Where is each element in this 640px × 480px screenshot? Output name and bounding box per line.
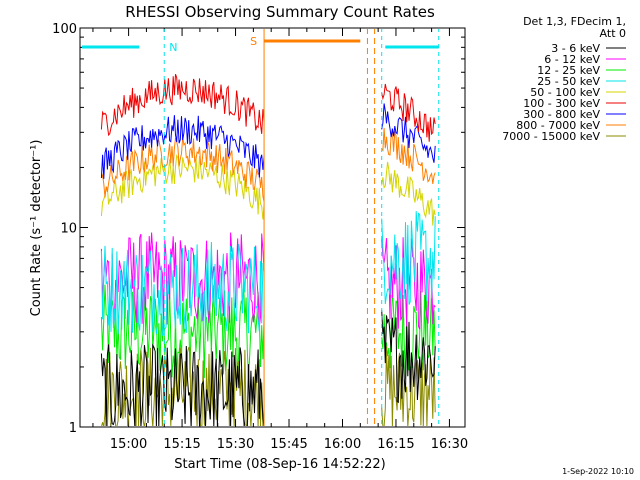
detector-info-line1: Det 1,3, FDecim 1, xyxy=(523,15,626,28)
series-trace xyxy=(100,154,265,220)
legend-label: 50 - 100 keV xyxy=(530,86,600,99)
legend-label: 800 - 7000 keV xyxy=(516,119,600,132)
series-trace xyxy=(100,284,265,379)
y-axis-label: Count Rate (s⁻¹ detector⁻¹) xyxy=(29,140,44,317)
night-flag-label: N xyxy=(169,41,177,54)
series-trace xyxy=(381,346,436,426)
y-tick-label: 1 xyxy=(69,421,77,436)
detector-info-line2: Att 0 xyxy=(600,27,626,40)
series-trace xyxy=(100,115,265,179)
legend-label: 7000 - 15000 keV xyxy=(502,130,600,143)
series-trace xyxy=(381,211,436,305)
legend-label: 300 - 800 keV xyxy=(523,108,600,121)
plot-area: 15:00 15:15 15:30 15:45 16:00 16:15 16:30 1 10 10… xyxy=(52,22,468,452)
legend-label: 12 - 25 keV xyxy=(537,64,600,77)
y-tick-label: 10 xyxy=(60,222,77,237)
series-trace xyxy=(100,232,265,327)
series-trace xyxy=(100,343,265,426)
legend-label: 6 - 12 keV xyxy=(544,53,600,66)
x-tick-label: 15:00 xyxy=(110,437,147,452)
x-tick-label: 15:15 xyxy=(163,437,200,452)
series-trace xyxy=(100,74,265,137)
saa-flag-label: S xyxy=(250,35,257,48)
x-tick-label: 16:15 xyxy=(377,437,414,452)
x-tick-label: 15:45 xyxy=(270,437,307,452)
x-tick-label: 16:00 xyxy=(324,437,361,452)
series-trace xyxy=(381,127,436,184)
series-trace xyxy=(381,310,436,404)
series-trace xyxy=(381,103,436,163)
legend-label: 100 - 300 keV xyxy=(523,97,600,110)
x-axis-label: Start Time (08-Sep-16 14:52:22) xyxy=(174,457,385,472)
series-trace xyxy=(381,161,436,226)
legend-label: 3 - 6 keV xyxy=(551,42,600,55)
legend-label: 25 - 50 keV xyxy=(537,75,600,88)
x-tick-label: 15:30 xyxy=(217,437,254,452)
series-trace xyxy=(100,241,265,337)
x-tick-label: 16:30 xyxy=(431,437,468,452)
series-trace xyxy=(381,83,436,142)
render-timestamp: 1-Sep-2022 10:10 xyxy=(562,467,634,476)
y-tick-label: 100 xyxy=(52,22,77,37)
chart-title: RHESSI Observing Summary Count Rates xyxy=(125,3,435,21)
traces xyxy=(82,29,440,426)
